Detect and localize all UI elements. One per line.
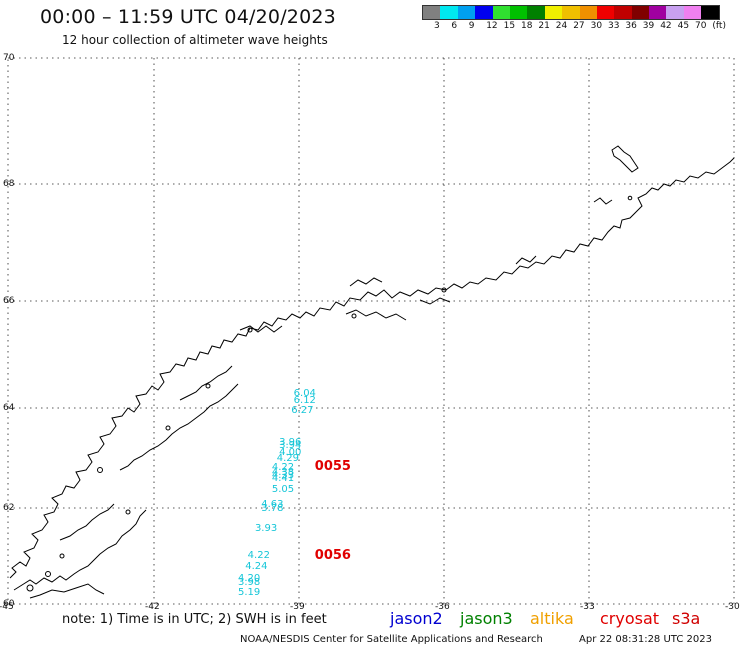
color-swatch [457,6,476,19]
satellite-name: s3a [672,609,701,628]
color-swatch [475,6,493,19]
wave-height-value: 3.96 [279,437,302,448]
color-scale-label: (ft) [712,21,726,31]
color-swatch [544,6,563,19]
wave-height-value: 4.38 [271,467,295,478]
pass-time-label: 0056 [314,548,351,563]
latitude-label: 62 [3,503,15,513]
wave-height-value: 6.27 [291,405,314,416]
satellite-name: jason2 [390,609,443,628]
color-scale-label: 9 [468,21,475,31]
color-scale-label: 45 [677,21,690,31]
wave-height-value: 4.29 [276,452,299,464]
longitude-label: -42 [145,602,160,612]
color-scale-label: 21 [538,21,550,31]
color-scale-label: 6 [451,21,458,31]
longitude-label: -36 [435,602,450,612]
credit-line: NOAA/NESDIS Center for Satellite Applica… [240,634,543,645]
color-scale-label: 30 [590,21,603,31]
color-swatch [683,6,702,19]
color-scale-bar [422,5,720,20]
color-scale-label: 24 [555,21,568,31]
color-scale-label: 15 [503,21,516,31]
graticule [8,58,734,604]
footer-note: note: 1) Time is in UTC; 2) SWH is in fe… [62,612,327,627]
longitude-label: -39 [290,602,305,612]
color-swatch [701,6,719,19]
color-scale-label: 3 [434,21,440,31]
color-swatch [423,6,441,19]
wave-height-value: 4.41 [271,473,295,484]
wave-height-value: 4.22 [271,462,295,473]
wave-height-value: 3.98 [238,576,261,588]
pass-time-label: 0055 [314,459,351,474]
color-scale-label: 36 [625,21,637,31]
color-swatch [596,6,615,19]
map-frame [7,57,735,605]
wave-height-value: 4.00 [279,447,302,458]
color-swatch [492,6,510,19]
longitude-label: -45 [0,602,14,612]
color-scale-label: 18 [521,21,533,31]
map-subtitle: 12 hour collection of altimeter wave hei… [62,33,328,47]
satellite-name: jason3 [460,609,513,628]
color-scale-label: 39 [642,21,655,31]
color-swatch [527,6,545,19]
wave-height-value: 3.93 [254,523,278,535]
wave-height-value: 6.04 [293,388,316,400]
latitude-label: 68 [3,179,15,189]
color-swatch [440,6,458,19]
color-scale-label: 12 [486,21,498,31]
wave-height-value: 3.94 [279,440,302,451]
map-title: 00:00 – 11:59 UTC 04/20/2023 [40,6,336,28]
wave-height-value: 4.20 [238,573,261,585]
generation-timestamp: Apr 22 08:31:28 UTC 2023 [579,634,712,645]
latitude-label: 70 [3,53,15,63]
wave-height-value: 4.63 [261,498,284,510]
color-scale-label: 27 [573,21,585,31]
latitude-label: 66 [3,296,15,306]
color-swatch [631,6,650,19]
color-swatch [509,6,528,19]
wave-height-value: 4.24 [245,560,268,572]
color-swatch [666,6,684,19]
latitude-label: 60 [3,599,15,609]
color-swatch [579,6,597,19]
color-swatch [614,6,632,19]
wave-height-value: 5.19 [238,586,261,598]
wave-height-value: 4.33 [271,470,295,481]
color-swatch [649,6,667,19]
wave-height-value: 6.12 [293,394,316,406]
wave-height-value: 4.22 [247,550,270,562]
satellite-name: cryosat [600,609,660,628]
greenland-coastline [9,145,735,599]
wave-height-value: 5.05 [271,483,295,495]
latitude-label: 64 [3,403,15,413]
map-plot [7,57,735,605]
color-scale-label: 33 [608,21,620,31]
color-scale-label: 70 [695,21,707,31]
color-scale-label: 42 [660,21,672,31]
coastal-islands [26,195,633,592]
satellite-name: altika [530,609,574,628]
color-swatch [562,6,580,19]
longitude-label: -30 [725,602,740,612]
longitude-label: -33 [580,602,595,612]
wave-height-value: 3.78 [261,502,284,514]
